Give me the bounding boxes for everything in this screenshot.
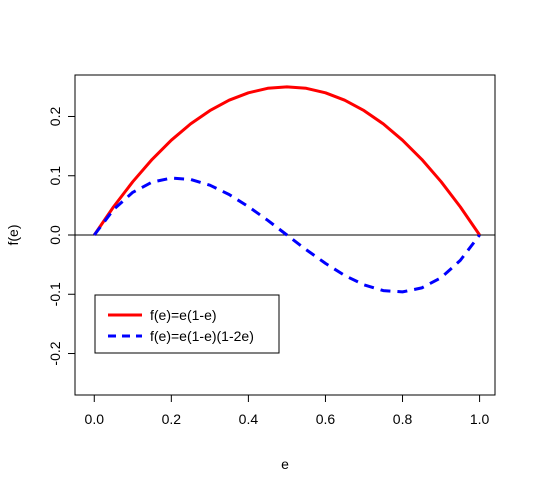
y-tick-label: -0.2: [47, 341, 63, 365]
x-tick-label: 0.8: [393, 411, 413, 427]
x-tick-label: 1.0: [470, 411, 490, 427]
x-axis: 0.0 0.2 0.4 0.6 0.8 1.0: [85, 394, 490, 427]
y-axis-title: f(e): [5, 225, 21, 246]
x-axis-title: e: [281, 456, 289, 472]
series-line-2: [93, 176, 481, 294]
series-line-1: [93, 85, 481, 236]
y-axis: -0.2 -0.1 0.0 0.1 0.2: [47, 107, 76, 366]
x-tick-label: 0.2: [162, 411, 182, 427]
legend-label-series-1: f(e)=e(1-e): [150, 307, 217, 323]
y-tick-label: 0.1: [47, 166, 63, 186]
series-layer: [93, 85, 481, 294]
x-tick-label: 0.0: [85, 411, 105, 427]
y-tick-label: 0.2: [47, 107, 63, 127]
x-tick-label: 0.4: [239, 411, 259, 427]
y-tick-label: -0.1: [47, 282, 63, 306]
y-tick-label: 0.0: [47, 225, 63, 245]
legend-box: [94, 294, 280, 354]
legend: f(e)=e(1-e) f(e)=e(1-e)(1-2e): [94, 294, 280, 354]
legend-label-series-2: f(e)=e(1-e)(1-2e): [150, 328, 254, 344]
x-tick-label: 0.6: [316, 411, 336, 427]
